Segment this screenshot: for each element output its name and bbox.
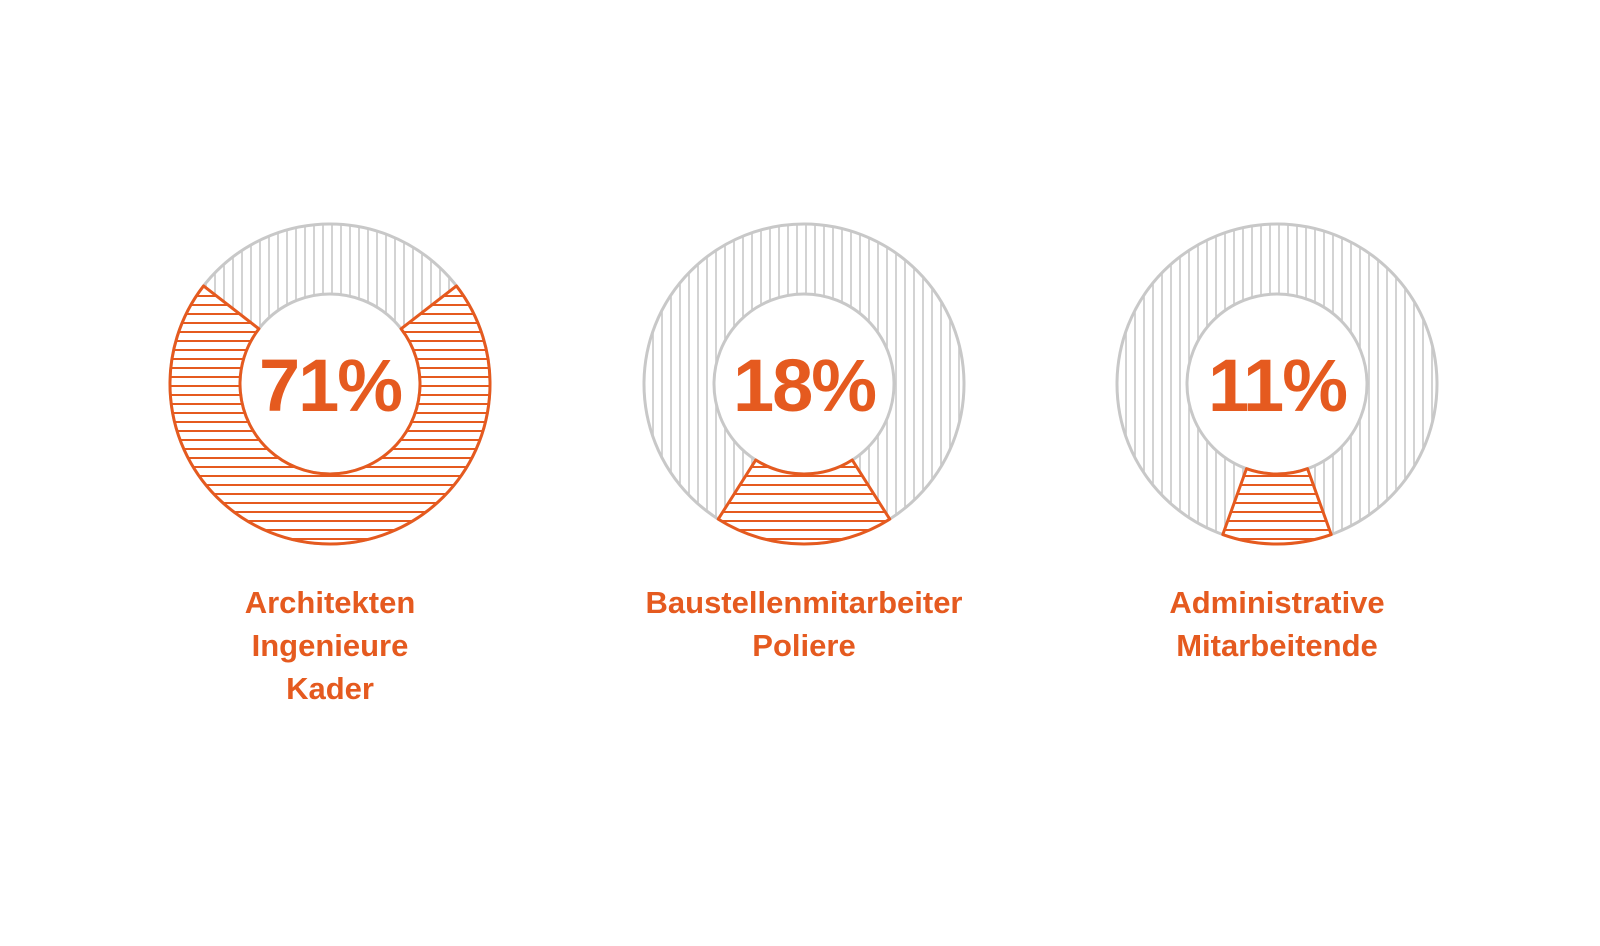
category-line: Ingenieure (251, 628, 409, 663)
donut-chart-0 (168, 222, 492, 546)
value-label-0: 71% (258, 344, 403, 427)
category-line: Kader (286, 671, 374, 706)
category-line: Baustellenmitarbeiter (645, 585, 963, 620)
segment-2 (1221, 467, 1333, 546)
category-label-0: Architekten Ingenieure Kader (120, 581, 540, 710)
category-label-2: Administrative Mitarbeitende (1067, 581, 1487, 667)
category-line: Mitarbeitende (1176, 628, 1378, 663)
category-line: Architekten (244, 585, 416, 620)
category-label-1: Baustellenmitarbeiter Poliere (594, 581, 1014, 667)
category-line: Poliere (752, 628, 856, 663)
value-label-1: 18% (732, 344, 877, 427)
category-line: Administrative (1169, 585, 1385, 620)
value-label-2: 11% (1207, 344, 1348, 427)
donut-chart-2 (1115, 222, 1439, 546)
donut-chart-1 (642, 222, 966, 546)
segment-1 (716, 458, 892, 546)
